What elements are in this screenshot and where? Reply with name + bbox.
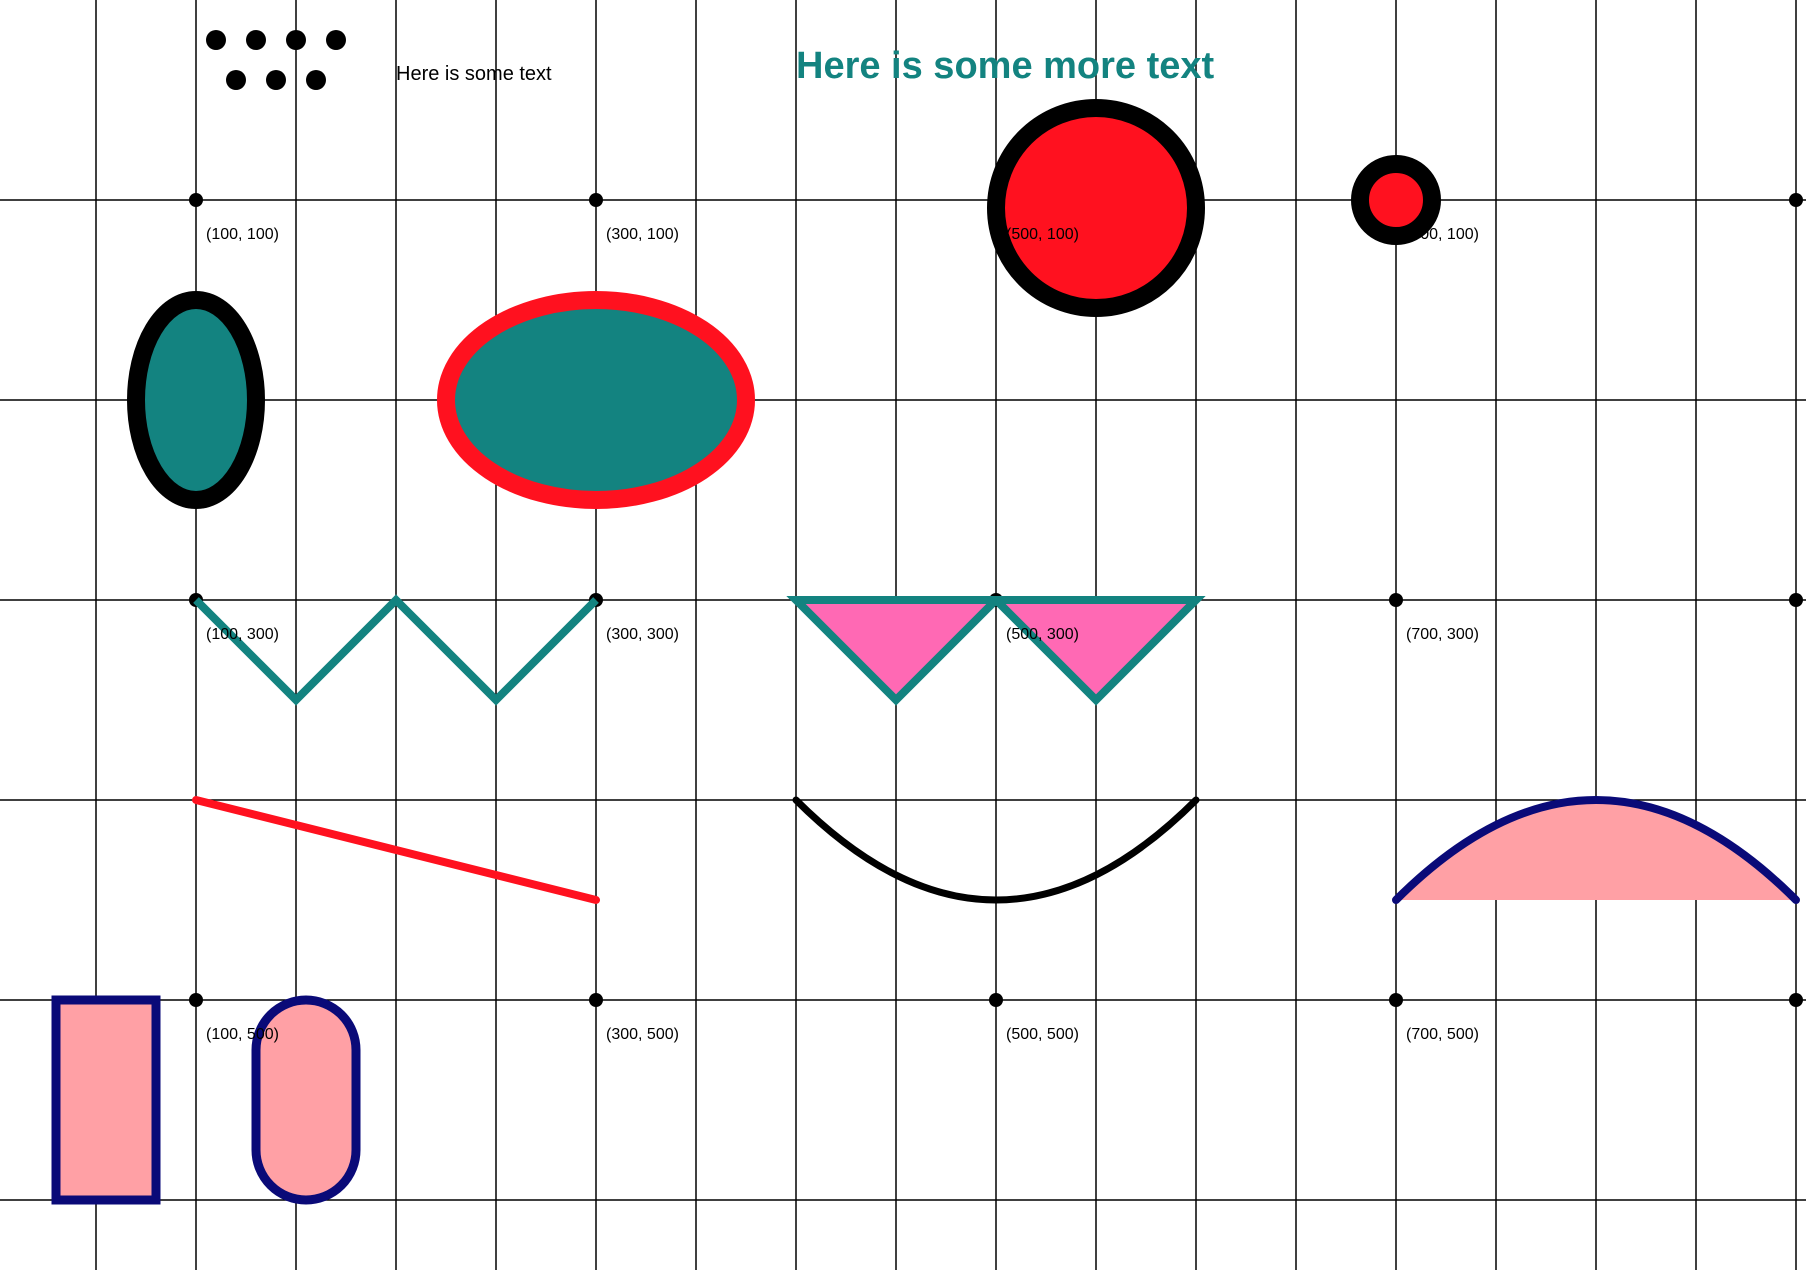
red-diagonal-line xyxy=(192,796,600,904)
more-text: Here is some more text xyxy=(796,45,1215,87)
coordinate-label: (100, 300) xyxy=(206,626,279,643)
grid-dot xyxy=(189,193,203,207)
coordinate-labels: (100, 100) (300, 100) (500, 100) (700, 100)… xyxy=(206,226,1479,1043)
grid-dot xyxy=(189,993,203,1007)
pink-rectangle xyxy=(51,995,161,1205)
big-red-circle xyxy=(987,99,1205,317)
coordinate-label: (500, 300) xyxy=(1006,626,1079,643)
plain-text: Here is some text xyxy=(396,63,552,85)
coordinate-label: (300, 300) xyxy=(606,626,679,643)
grid-dot xyxy=(589,993,603,1007)
grid-dot xyxy=(1789,593,1803,607)
pink-triangle-left xyxy=(786,596,1006,706)
cluster-dot xyxy=(206,30,226,50)
navy-dome-arc xyxy=(1392,796,1800,904)
cluster-dot xyxy=(286,30,306,50)
coordinate-label: (100, 100) xyxy=(206,226,279,243)
pink-triangle-right xyxy=(986,596,1206,706)
grid-dot xyxy=(1789,193,1803,207)
coordinate-label: (700, 300) xyxy=(1406,626,1479,643)
grid-dot xyxy=(1389,593,1403,607)
coordinate-label: (100, 500) xyxy=(206,1026,279,1043)
cluster-dot xyxy=(266,70,286,90)
small-red-circle xyxy=(1351,155,1441,245)
coordinate-label: (700, 500) xyxy=(1406,1026,1479,1043)
coordinate-label: (300, 500) xyxy=(606,1026,679,1043)
black-arc xyxy=(792,796,1200,904)
grid-dot xyxy=(989,993,1003,1007)
teal-vertical-ellipse xyxy=(127,291,265,509)
grid-dot xyxy=(589,193,603,207)
pink-pill xyxy=(251,995,361,1205)
dot-cluster xyxy=(206,30,346,90)
grid-dot xyxy=(1389,993,1403,1007)
cluster-dot xyxy=(306,70,326,90)
teal-horizontal-ellipse xyxy=(437,291,755,509)
coordinate-label: (500, 500) xyxy=(1006,1026,1079,1043)
coordinate-label: (500, 100) xyxy=(1006,226,1079,243)
cluster-dot xyxy=(326,30,346,50)
grid-dot xyxy=(1789,993,1803,1007)
coordinate-label: (700, 100) xyxy=(1406,226,1479,243)
coordinate-label: (300, 100) xyxy=(606,226,679,243)
cluster-dot xyxy=(246,30,266,50)
teal-zigzag-line xyxy=(193,594,599,706)
cluster-dot xyxy=(226,70,246,90)
